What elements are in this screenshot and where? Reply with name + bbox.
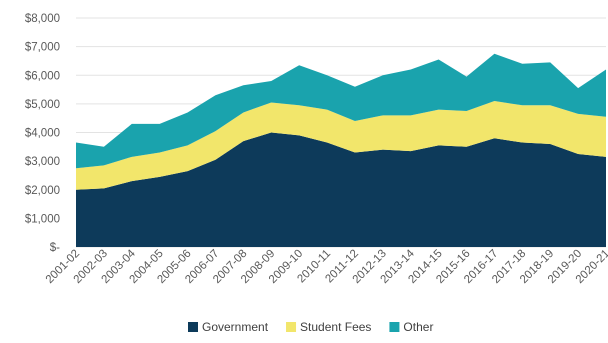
y-tick-label: $8,000 (25, 13, 60, 25)
y-tick-label: $- (50, 242, 60, 254)
area-series (76, 53, 606, 247)
y-tick-label: $6,000 (25, 70, 60, 82)
area-other (76, 53, 606, 169)
y-tick-label: $1,000 (25, 213, 60, 225)
y-tick-label: $4,000 (25, 128, 60, 140)
area-government (76, 132, 606, 247)
legend-swatch (286, 322, 297, 332)
legend: Government Student Fees Other (188, 320, 433, 334)
y-tick-label: $3,000 (25, 156, 60, 168)
x-axis: 2001-022002-032003-042004-052005-062006-… (44, 247, 608, 286)
legend-label: Student Fees (300, 320, 371, 334)
y-axis: $- $1,000 $2,000 $3,000 $4,000 $5,000 $6,000 $7… (25, 13, 60, 254)
legend-swatch (389, 322, 400, 332)
y-tick-label: $7,000 (25, 42, 60, 54)
area-student-fees (76, 101, 606, 190)
legend-label: Government (202, 320, 269, 334)
legend-label: Other (403, 320, 433, 334)
legend-swatch (188, 322, 198, 332)
y-tick-label: $2,000 (25, 185, 60, 197)
y-tick-label: $5,000 (25, 99, 60, 111)
